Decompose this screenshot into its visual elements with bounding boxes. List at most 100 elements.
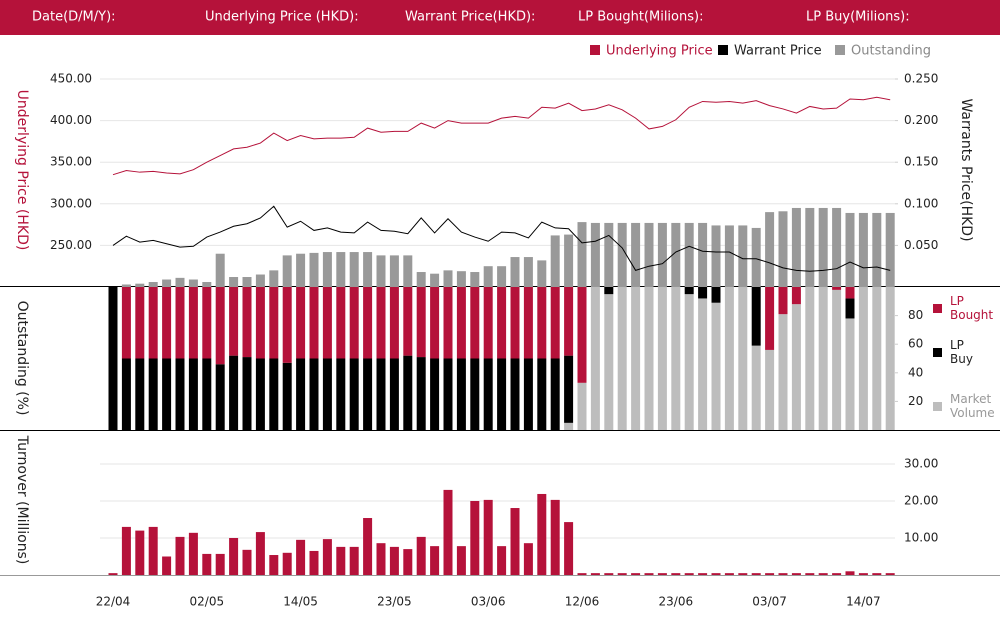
stacked-bar [644,287,654,430]
x-tick-label: 23/06 [659,595,694,609]
stacked-bar [845,287,855,299]
outstanding-bar [309,252,319,287]
stacked-bar [510,287,520,359]
stacked-bar [832,287,842,290]
y-tick-label: 450.00 [50,72,92,86]
outstanding-bar [724,225,734,287]
legend-label: Warrant Price [734,44,822,59]
stacked-bar [778,314,788,430]
outstanding-bar [711,225,721,287]
outstanding-bar [349,252,359,287]
turnover-bar [497,546,507,575]
turnover-bar [550,499,560,575]
turnover-bar [202,553,212,575]
turnover-bar [698,573,708,575]
stacked-bar [443,358,453,430]
outstanding-bar [456,271,466,287]
legend-swatch [933,348,942,357]
turnover-bar [121,526,131,575]
stacked-bar [845,318,855,430]
outstanding-bar [135,283,145,287]
stacked-bar [188,358,198,430]
header-label: Underlying Price (HKD): [205,10,359,25]
y-tick-label: 400.00 [50,113,92,127]
stacked-bar [858,287,868,430]
stacked-bar [657,287,667,430]
turnover-bar [148,526,158,575]
stacked-bar [617,287,627,430]
stacked-bar [872,287,882,430]
stacked-bar [751,287,761,346]
stacked-bar [135,287,145,359]
stacked-bar [322,287,332,359]
stacked-bar [885,287,895,430]
legend-swatch [835,45,845,55]
stacked-bar [470,358,480,430]
legend-label: LP Buy [950,338,973,366]
turnover-bar [389,546,399,575]
header-label: Warrant Price(HKD): [405,10,535,25]
stacked-bar [537,358,547,430]
stacked-bar [751,345,761,430]
y-tick-label: 300.00 [50,196,92,210]
stacked-bar [336,358,346,430]
stacked-bar [791,304,801,430]
stacked-bar [403,287,413,356]
legend-swatch [718,45,728,55]
stacked-bar [121,358,131,430]
y2-tick-label: 0.100 [904,196,938,210]
turnover-bar [590,573,600,575]
outstanding-bar [657,222,667,287]
stacked-bar [483,287,493,359]
stacked-bar [738,287,748,430]
outstanding-bar [550,235,560,287]
stacked-bar [229,355,239,430]
turnover-bar [537,493,547,575]
x-tick-label: 03/07 [752,595,787,609]
stacked-bar [242,357,252,430]
stacked-bar [443,287,453,359]
outstanding-bar [698,222,708,287]
turnover-bar [564,522,574,575]
stacked-bar [162,358,172,430]
x-tick-label: 03/06 [471,595,506,609]
outstanding-bar [148,282,158,287]
outstanding-bar [336,252,346,287]
outstanding-bar [523,257,533,287]
stacked-bar [537,287,547,359]
outstanding-bar [175,277,185,287]
turnover-bar [765,573,775,575]
stacked-bar [845,298,855,319]
stacked-bar [497,358,507,430]
turnover-bar [791,573,801,575]
outstanding-bar [430,273,440,287]
outstanding-bar [818,207,828,287]
stacked-bar [296,287,306,359]
turnover-bar [255,532,265,575]
stacked-bar [631,287,641,430]
legend-swatch [933,402,942,411]
stacked-bar [403,355,413,430]
turnover-bar [322,539,332,575]
outstanding-bar [470,272,480,287]
outstanding-bar [202,282,212,287]
turnover-bar [724,573,734,575]
turnover-bar [711,573,721,575]
stacked-bar [162,287,172,359]
stacked-bar [791,287,801,305]
outstanding-bar [416,272,426,287]
stacked-bar [430,358,440,430]
turnover-bar [188,532,198,575]
y2-axis-title: Warrants Price(HKD) [958,98,974,241]
y-tick-label: 10.00 [904,531,938,545]
y2-tick-label: 0.200 [904,113,938,127]
y2-tick-label: 0.050 [904,238,938,252]
stacked-bar [175,287,185,359]
turnover-bar [858,573,868,575]
outstanding-bar [376,255,386,287]
turnover-bar [778,573,788,575]
stacked-bar [456,358,466,430]
stacked-bar [456,287,466,359]
stacked-bar [255,358,265,430]
y-axis-title: Turnover (Millions) [14,435,30,565]
